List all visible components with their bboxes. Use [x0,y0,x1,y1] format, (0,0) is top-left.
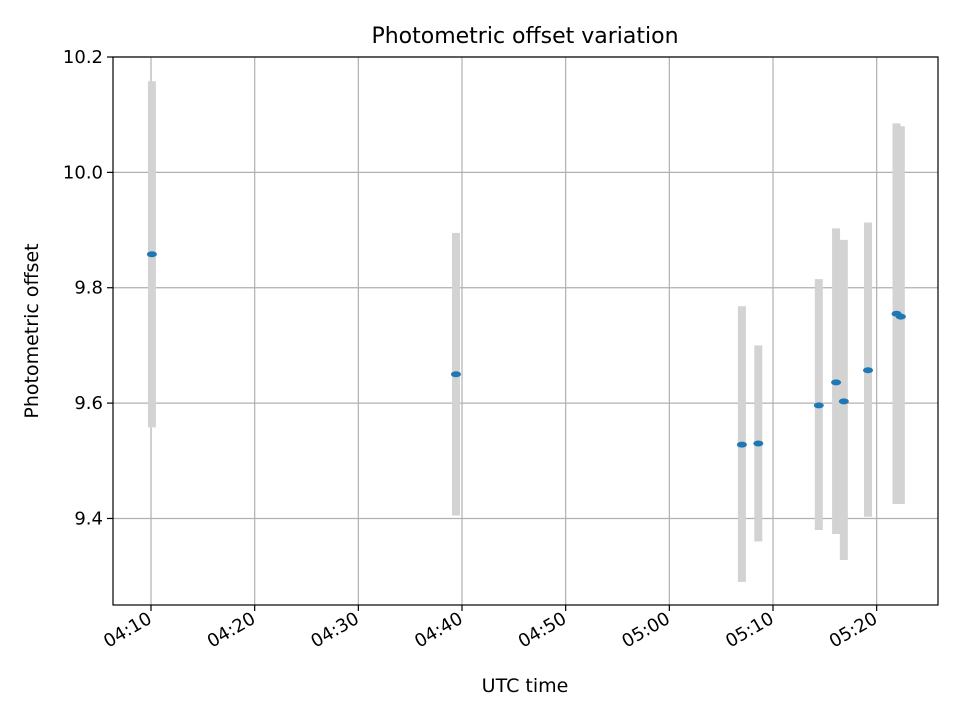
y-tick-label: 9.6 [74,393,103,414]
plot-area [113,57,938,605]
y-tick-label: 10.0 [63,162,103,183]
grid-lines [113,56,938,605]
data-point [838,398,849,405]
y-axis-label: Photometric offset [21,243,43,418]
data-point [736,441,747,448]
y-tick-label: 10.2 [63,47,103,68]
data-point [450,371,461,378]
chart-title: Photometric offset variation [371,24,678,49]
y-tick-label: 9.4 [74,508,103,529]
data-point [753,440,764,447]
y-axis-ticks: 9.4 9.6 9.8 10.0 10.2 [63,47,113,529]
y-tick-label: 9.8 [74,278,103,299]
data-point [895,313,906,320]
data-point [813,402,824,409]
data-point [146,251,157,258]
x-axis-label: UTC time [482,675,569,697]
data-point [831,379,842,386]
data-point [863,367,874,374]
axes-frame [112,56,939,606]
data-markers [146,251,906,448]
